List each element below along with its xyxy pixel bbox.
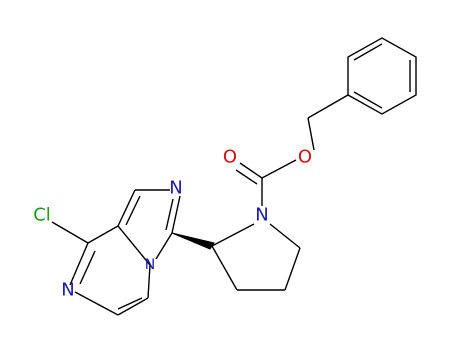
atom-label: N (145, 257, 155, 273)
atom-label: N (61, 280, 74, 301)
atom-label: O (298, 147, 312, 168)
bonds (51, 37, 417, 316)
atom-label: N (169, 178, 182, 199)
atom-label: Cl (33, 205, 51, 226)
atom-label: O (223, 147, 237, 168)
atom-labels: Cl N N N N O O (33, 147, 312, 301)
atom-label: N (255, 205, 268, 226)
